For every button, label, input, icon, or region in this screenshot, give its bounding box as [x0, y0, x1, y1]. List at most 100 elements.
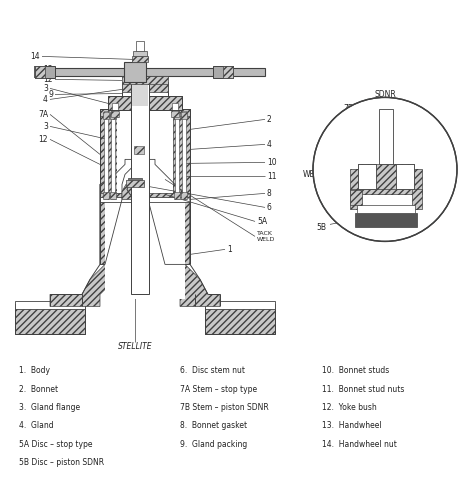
Text: 12.  Yoke bush: 12. Yoke bush — [322, 403, 377, 412]
Bar — [173, 109, 190, 199]
Bar — [379, 109, 393, 164]
Text: 3: 3 — [43, 122, 48, 131]
Text: 3: 3 — [43, 84, 48, 93]
Polygon shape — [122, 166, 168, 264]
Bar — [350, 170, 422, 194]
Bar — [357, 206, 415, 213]
Text: 10: 10 — [267, 158, 277, 167]
Bar — [174, 112, 180, 120]
Text: 1: 1 — [227, 245, 232, 254]
Text: STELLITE: STELLITE — [118, 342, 152, 351]
Text: 14: 14 — [30, 52, 40, 61]
Bar — [131, 85, 149, 295]
Text: 13: 13 — [44, 65, 53, 74]
Text: 5B: 5B — [316, 223, 326, 232]
Circle shape — [313, 97, 457, 242]
Bar — [110, 112, 116, 120]
Text: 10.  Bonnet studs: 10. Bonnet studs — [322, 366, 390, 375]
Text: 4.  Gland: 4. Gland — [19, 421, 54, 431]
Bar — [350, 190, 360, 209]
Text: 2: 2 — [267, 115, 272, 124]
Bar — [35, 67, 45, 78]
Polygon shape — [50, 199, 125, 306]
Bar — [172, 104, 178, 118]
Bar — [126, 180, 144, 188]
Bar — [205, 301, 275, 310]
Bar — [132, 83, 148, 106]
Bar — [350, 191, 362, 206]
Bar — [133, 52, 147, 56]
Bar — [103, 192, 109, 199]
Text: 9.  Gland packing: 9. Gland packing — [180, 440, 247, 449]
Bar — [110, 192, 116, 199]
Bar — [355, 213, 417, 227]
Bar — [122, 76, 168, 85]
Bar — [358, 164, 414, 190]
Bar — [100, 197, 190, 202]
Polygon shape — [165, 199, 220, 306]
Text: 4: 4 — [267, 140, 272, 149]
Bar — [100, 109, 190, 116]
Bar — [104, 111, 108, 199]
Bar — [134, 146, 144, 155]
Text: 1.  Body: 1. Body — [19, 366, 50, 375]
Polygon shape — [100, 159, 190, 264]
Polygon shape — [127, 180, 143, 194]
Bar — [108, 96, 182, 110]
Text: 5A: 5A — [257, 217, 267, 226]
Bar — [111, 111, 115, 199]
Bar — [358, 164, 376, 190]
Bar — [136, 41, 144, 52]
Bar — [171, 111, 179, 118]
Text: 12: 12 — [44, 75, 53, 84]
Text: 7A Stem – stop type: 7A Stem – stop type — [180, 384, 257, 394]
Polygon shape — [205, 304, 275, 334]
Bar — [112, 104, 118, 118]
Circle shape — [313, 97, 457, 242]
Bar — [111, 111, 119, 118]
Bar — [100, 109, 117, 199]
Text: 12: 12 — [38, 135, 48, 144]
Text: WELD: WELD — [303, 170, 325, 179]
Text: 3.  Gland flange: 3. Gland flange — [19, 403, 80, 412]
Bar — [181, 192, 187, 199]
Bar — [122, 83, 168, 96]
Polygon shape — [35, 67, 55, 78]
Polygon shape — [105, 199, 185, 299]
Text: 8.  Bonnet gasket: 8. Bonnet gasket — [180, 421, 247, 431]
Text: 6: 6 — [267, 203, 272, 212]
Text: 7B Stem – piston SDNR: 7B Stem – piston SDNR — [180, 403, 269, 412]
Bar — [182, 111, 186, 199]
Text: 5B Disc – piston SDNR: 5B Disc – piston SDNR — [19, 458, 104, 467]
Polygon shape — [15, 304, 85, 334]
Bar — [103, 112, 109, 120]
Bar — [117, 109, 173, 193]
Bar — [108, 96, 182, 110]
Polygon shape — [213, 67, 233, 78]
Bar — [175, 111, 179, 199]
Bar — [132, 56, 148, 62]
Text: 5A Disc – stop type: 5A Disc – stop type — [19, 440, 92, 449]
Text: 7B: 7B — [343, 104, 353, 113]
Polygon shape — [122, 180, 148, 199]
Text: SDNR: SDNR — [374, 90, 396, 99]
Bar — [35, 69, 265, 76]
Text: TACK
WELD: TACK WELD — [257, 231, 275, 242]
Bar — [174, 192, 180, 199]
Bar — [181, 112, 187, 120]
Bar — [128, 178, 142, 182]
Bar — [223, 67, 233, 78]
Text: 11: 11 — [267, 172, 276, 181]
Text: 8: 8 — [267, 189, 272, 198]
Text: 11.  Bonnet stud nuts: 11. Bonnet stud nuts — [322, 384, 405, 394]
Text: 13.  Handwheel: 13. Handwheel — [322, 421, 382, 431]
Bar — [15, 301, 85, 310]
Bar — [122, 83, 168, 92]
Bar — [412, 190, 422, 209]
Text: 14.  Handwheel nut: 14. Handwheel nut — [322, 440, 397, 449]
Text: 2.  Bonnet: 2. Bonnet — [19, 384, 58, 394]
Text: 7A: 7A — [38, 110, 48, 119]
Bar — [396, 164, 414, 190]
Bar — [100, 193, 190, 199]
Text: 9: 9 — [48, 90, 53, 99]
